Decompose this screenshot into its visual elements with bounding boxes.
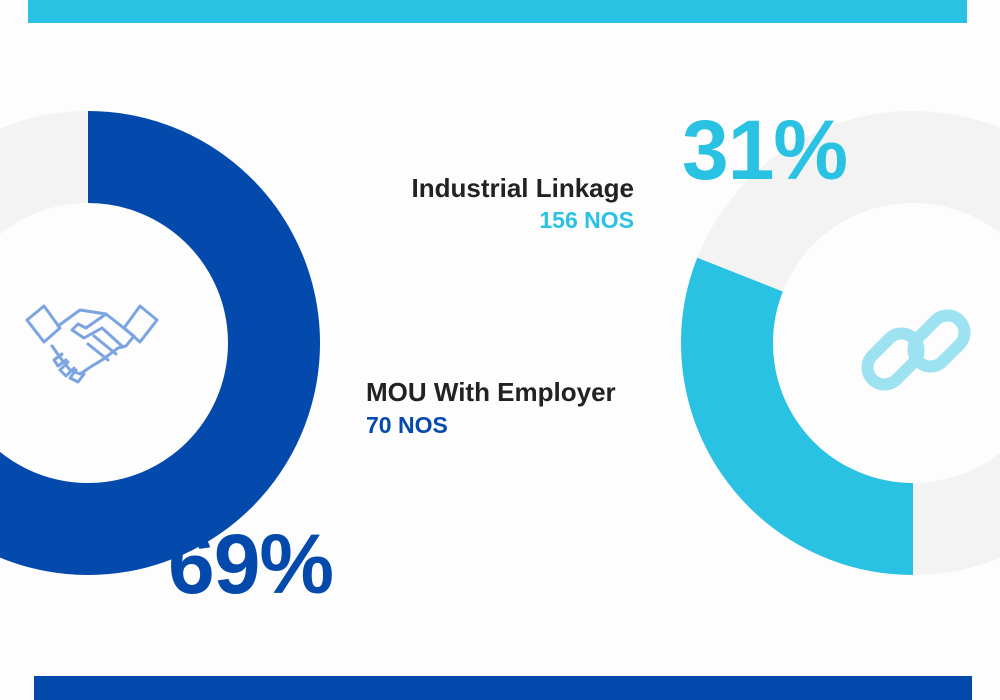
mou-percent: 69% [168, 517, 334, 611]
top-accent-bar [28, 0, 967, 23]
industrial-percent: 31% [682, 103, 848, 197]
mou-employer-title: MOU With Employer [366, 377, 616, 407]
industrial-linkage-value: 156 NOS [539, 207, 634, 233]
mou-employer-value: 70 NOS [366, 412, 448, 438]
handshake-icon [25, 304, 159, 384]
bottom-accent-bar [34, 676, 972, 700]
donut-slice-mou-with-employer [0, 111, 320, 575]
donut-slice-industrial-linkage [681, 257, 915, 575]
link-icon [861, 309, 971, 391]
donut-slice-other [0, 111, 90, 235]
donut-slice-other [697, 111, 1000, 575]
industrial-linkage-title: Industrial Linkage [411, 173, 635, 203]
